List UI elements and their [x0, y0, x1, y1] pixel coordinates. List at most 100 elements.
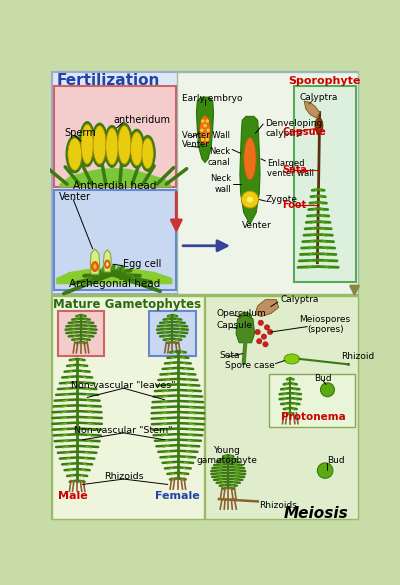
Circle shape	[256, 339, 262, 344]
Polygon shape	[304, 101, 320, 118]
Text: Rhizoids: Rhizoids	[259, 501, 297, 510]
Text: Calyptra: Calyptra	[300, 92, 338, 102]
Text: Neck
canal: Neck canal	[208, 147, 230, 167]
Ellipse shape	[200, 116, 210, 145]
Ellipse shape	[131, 132, 143, 166]
Polygon shape	[59, 168, 172, 187]
Bar	[54, 190, 176, 290]
Ellipse shape	[142, 138, 154, 168]
Text: Seta: Seta	[282, 166, 307, 176]
Text: Venter: Venter	[59, 192, 91, 202]
Circle shape	[258, 320, 264, 325]
Polygon shape	[196, 97, 214, 163]
Text: Spore case: Spore case	[225, 360, 275, 370]
Ellipse shape	[106, 262, 108, 266]
Circle shape	[347, 363, 350, 366]
Ellipse shape	[68, 138, 82, 170]
Bar	[268, 374, 355, 426]
Circle shape	[255, 329, 260, 335]
Ellipse shape	[79, 121, 96, 167]
Text: Rhizoids: Rhizoids	[104, 472, 144, 481]
Ellipse shape	[244, 137, 256, 180]
Polygon shape	[56, 267, 172, 284]
Bar	[54, 85, 176, 187]
Text: Sperm: Sperm	[64, 128, 96, 138]
Ellipse shape	[105, 260, 110, 269]
Circle shape	[206, 119, 209, 123]
Bar	[52, 72, 358, 294]
Text: Venter: Venter	[242, 221, 272, 230]
Circle shape	[201, 119, 204, 123]
Ellipse shape	[118, 126, 131, 164]
Circle shape	[317, 463, 333, 479]
Text: antheridum: antheridum	[114, 115, 170, 125]
Text: Archegonial head: Archegonial head	[70, 279, 161, 289]
Ellipse shape	[92, 261, 98, 271]
Circle shape	[206, 129, 210, 132]
Circle shape	[203, 124, 207, 128]
Bar	[177, 72, 358, 294]
Circle shape	[247, 197, 253, 202]
Text: Meiospores
(spores): Meiospores (spores)	[300, 315, 351, 334]
Circle shape	[267, 329, 273, 335]
FancyArrowPatch shape	[351, 286, 358, 294]
Ellipse shape	[91, 123, 108, 167]
Circle shape	[201, 138, 204, 141]
Text: Bud: Bud	[314, 374, 332, 383]
Bar	[52, 295, 358, 519]
Ellipse shape	[93, 126, 106, 164]
Text: Denveloping
calyptra: Denveloping calyptra	[266, 119, 323, 138]
Text: Antherdial head: Antherdial head	[74, 181, 157, 191]
Text: Seta: Seta	[219, 350, 240, 360]
Polygon shape	[240, 116, 260, 224]
Bar	[52, 296, 204, 519]
Ellipse shape	[315, 118, 323, 133]
Circle shape	[263, 342, 268, 347]
Ellipse shape	[106, 128, 118, 165]
Bar	[294, 85, 356, 282]
Circle shape	[206, 138, 209, 141]
Text: Meiosis: Meiosis	[284, 506, 348, 521]
Polygon shape	[255, 300, 279, 316]
Text: Male: Male	[58, 491, 88, 501]
Text: Sporophyte: Sporophyte	[288, 76, 360, 86]
Text: Female: Female	[156, 491, 200, 501]
Text: Neck
wall: Neck wall	[210, 174, 231, 194]
Text: Zygote: Zygote	[266, 195, 298, 204]
Text: Egg cell: Egg cell	[123, 259, 161, 269]
Circle shape	[320, 383, 334, 397]
Text: Venter: Venter	[182, 140, 210, 149]
Bar	[205, 296, 358, 519]
Text: Calyptra: Calyptra	[281, 295, 319, 304]
Polygon shape	[104, 250, 111, 272]
Text: Non-vascular "leaves": Non-vascular "leaves"	[71, 381, 176, 390]
Text: Enlarged
venter wall: Enlarged venter wall	[267, 159, 314, 178]
Ellipse shape	[81, 124, 94, 164]
Text: Young
gametophyte: Young gametophyte	[196, 446, 257, 465]
Circle shape	[203, 133, 207, 136]
Ellipse shape	[284, 354, 300, 364]
Text: Foot: Foot	[282, 200, 307, 210]
Ellipse shape	[128, 129, 145, 168]
Ellipse shape	[140, 135, 156, 172]
Text: Venter Wall: Venter Wall	[182, 131, 230, 140]
Text: Fertilization: Fertilization	[56, 74, 160, 88]
Text: Rhizoid: Rhizoid	[341, 352, 374, 361]
Ellipse shape	[239, 312, 252, 321]
Text: Protonema: Protonema	[281, 412, 346, 422]
Circle shape	[242, 191, 258, 208]
Ellipse shape	[66, 135, 84, 173]
Text: Operculum: Operculum	[217, 309, 266, 318]
Ellipse shape	[104, 125, 120, 168]
Text: Bud: Bud	[328, 456, 345, 465]
Bar	[149, 311, 196, 356]
Circle shape	[261, 334, 267, 339]
Circle shape	[264, 325, 270, 330]
Ellipse shape	[94, 264, 96, 269]
Text: Capsule: Capsule	[217, 321, 253, 331]
Text: Early embryo: Early embryo	[182, 94, 242, 103]
Ellipse shape	[116, 123, 133, 167]
Polygon shape	[90, 249, 100, 274]
Text: Non-vascular "Stem": Non-vascular "Stem"	[74, 426, 173, 435]
Polygon shape	[236, 315, 254, 343]
